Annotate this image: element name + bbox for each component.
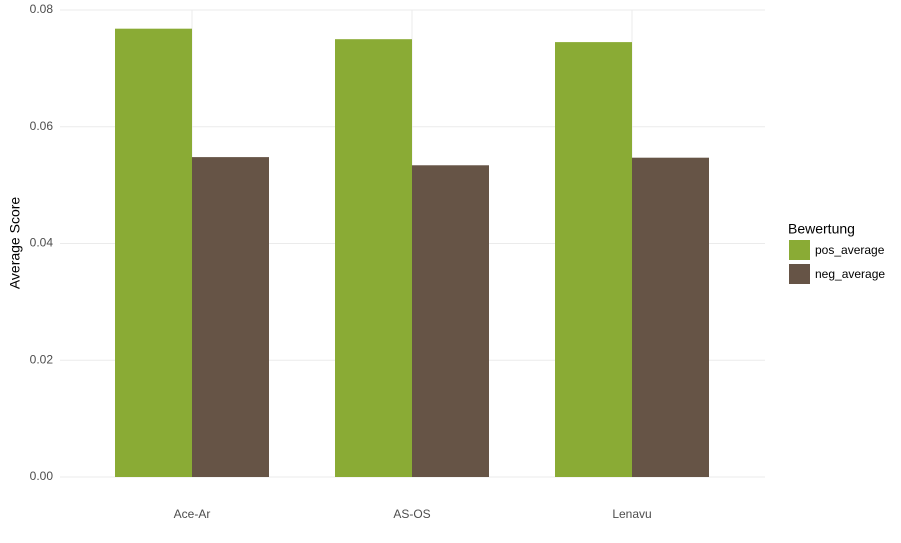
y-tick-label: 0.08: [30, 2, 54, 16]
bar: [192, 157, 269, 478]
bar: [115, 28, 192, 478]
y-axis-title: Average Score: [7, 197, 23, 290]
y-tick-label: 0.04: [30, 236, 54, 250]
x-tick-label: AS-OS: [393, 507, 430, 521]
y-tick-label: 0.02: [30, 352, 54, 366]
x-tick-label: Lenavu: [612, 507, 651, 521]
legend-label: pos_average: [815, 243, 885, 257]
x-tick-label: Ace-Ar: [174, 507, 211, 521]
bar: [632, 157, 709, 477]
legend-label: neg_average: [815, 267, 885, 281]
bar: [412, 165, 489, 477]
legend-key: [789, 240, 810, 260]
y-tick-label: 0.00: [30, 469, 54, 483]
bar: [555, 42, 632, 477]
y-tick-label: 0.06: [30, 119, 54, 133]
bar: [335, 39, 412, 477]
legend-key: [789, 264, 810, 284]
legend-title: Bewertung: [788, 221, 855, 237]
